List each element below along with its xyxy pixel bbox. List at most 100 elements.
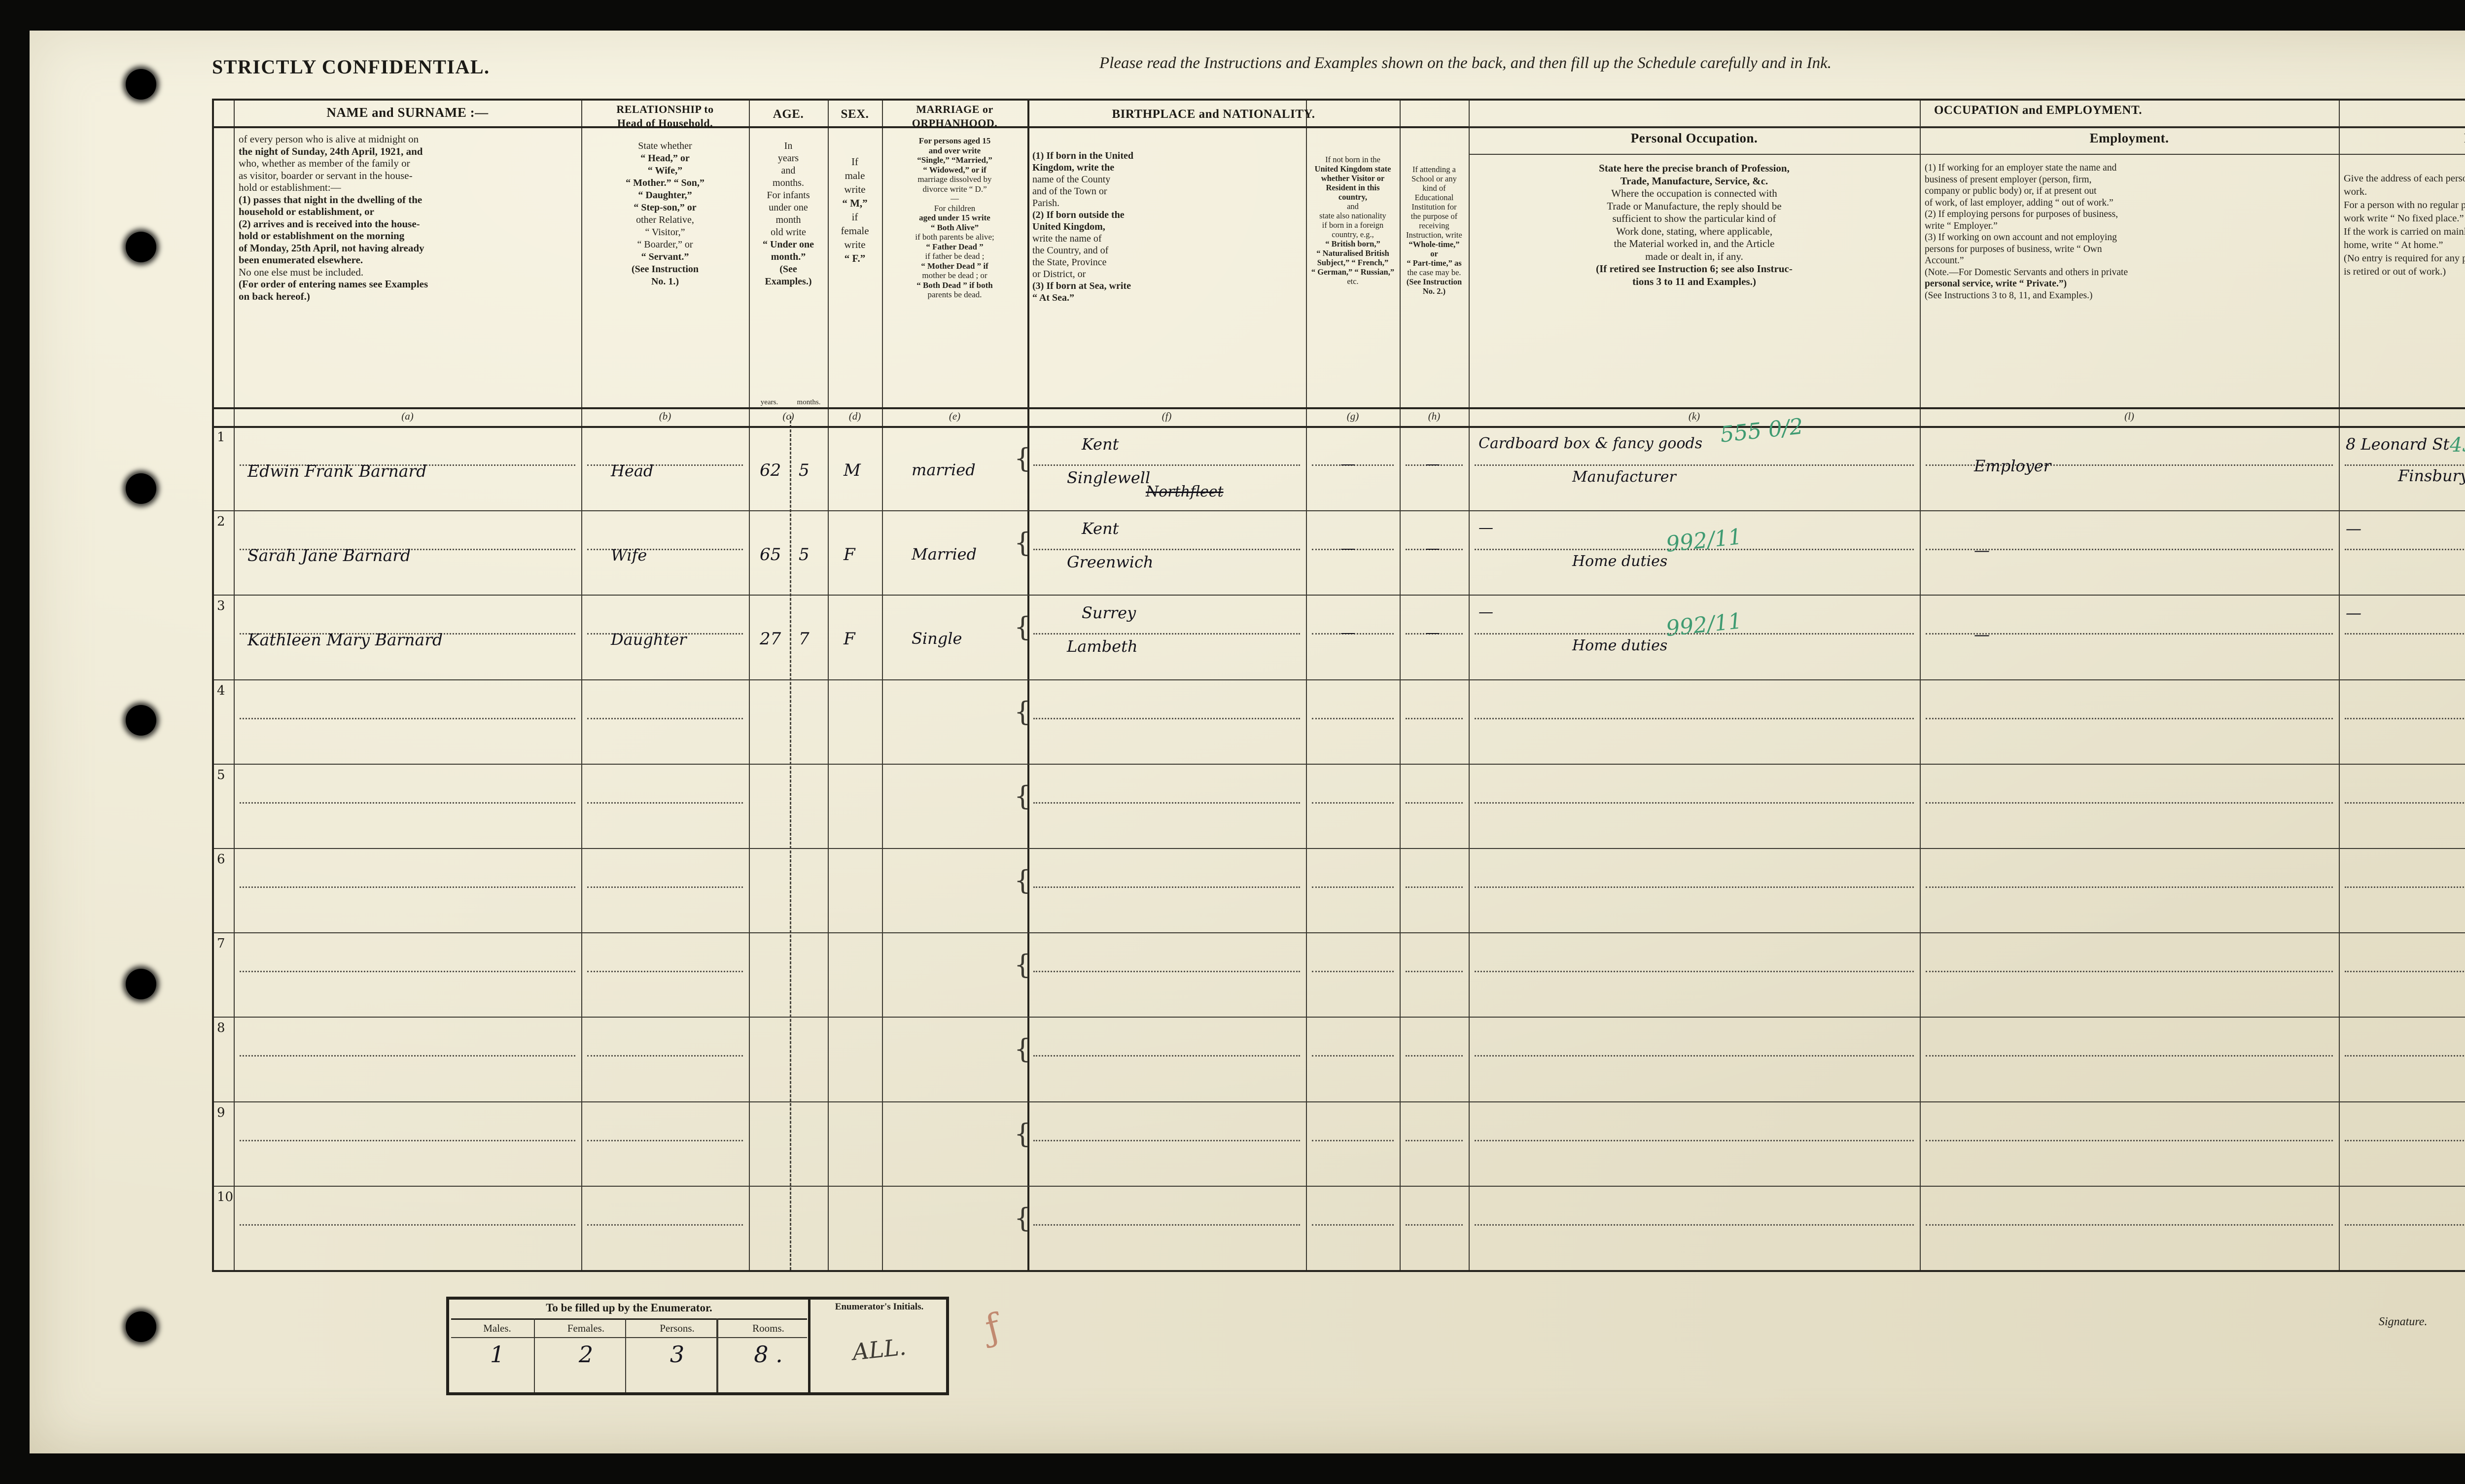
cell-guide-line — [1033, 1055, 1300, 1057]
confidential-heading: STRICTLY CONFIDENTIAL. — [212, 56, 490, 78]
col-title-occupation-group: OCCUPATION and EMPLOYMENT. — [1934, 104, 2143, 117]
cell-occupation-line1: Cardboard box & fancy goods — [1479, 435, 1703, 452]
cell-guide-line — [1312, 971, 1394, 973]
col-body-age: In years and months. For infants under one mon… — [762, 141, 814, 287]
cell-sex: F — [844, 629, 855, 649]
row-divider — [214, 679, 2465, 680]
column-letter-rule — [214, 426, 2465, 428]
cell-guide-line — [1926, 549, 2333, 551]
cell-guide-line — [1406, 633, 1463, 635]
cell-birthplace-town: Greenwich — [1067, 553, 1154, 572]
cell-sex: F — [844, 545, 855, 565]
cell-occupation-line1: — — [1479, 603, 1493, 621]
cell-guide-line — [240, 464, 575, 466]
col-title-age: AGE. — [773, 107, 804, 121]
cell-occupation-line2: Home duties — [1572, 553, 1668, 570]
cell-guide-line — [1406, 971, 1463, 973]
row-number: 5 — [217, 767, 225, 782]
age-months-label: months. — [797, 398, 821, 406]
col-title-sex: SEX. — [841, 107, 869, 121]
cell-guide-line — [1312, 633, 1394, 635]
row-divider — [214, 595, 2465, 596]
cell-guide-line — [2345, 1055, 2465, 1057]
cell-age-years: 65 — [760, 545, 781, 565]
cell-guide-line — [587, 1224, 743, 1226]
row-brace: { — [1014, 527, 1031, 559]
col-body-relationship: State whether “ Head,” or “ Wife,” “ Mother… — [626, 141, 704, 287]
cell-guide-line — [1926, 1139, 2333, 1141]
col-title-name: NAME and SURNAME :— — [326, 105, 489, 120]
signature-label: Signature. — [2379, 1315, 2428, 1328]
cell-guide-line — [1926, 633, 2333, 635]
col-body-place-of-work: Give the address of each person’s place … — [2344, 173, 2465, 277]
cell-nationality: — — [1340, 540, 1355, 558]
row-brace: { — [1014, 696, 1031, 727]
enumerator-col-header-3: Rooms. — [752, 1322, 784, 1334]
col-letter-d: (d) — [848, 410, 861, 422]
cell-school: — — [1425, 456, 1440, 473]
cell-guide-line — [2345, 971, 2465, 973]
cell-occupation-line1: — — [1479, 519, 1493, 537]
cell-age-years: 27 — [760, 629, 781, 649]
cell-guide-line — [587, 717, 743, 719]
row-brace: { — [1014, 949, 1031, 981]
enumerator-summary-box: To be filled up by the Enumerator. Enume… — [446, 1297, 949, 1395]
row-number: 10 — [217, 1189, 234, 1204]
row-number: 3 — [217, 599, 225, 614]
cell-employment: — — [1974, 625, 1990, 644]
row-brace: { — [1014, 865, 1031, 896]
column-divider — [1920, 101, 1921, 1270]
cell-guide-line — [1312, 802, 1394, 804]
cell-guide-line — [1475, 1224, 1914, 1226]
cell-relationship: Head — [611, 461, 654, 480]
age-years-label: years. — [760, 398, 778, 406]
cell-age-months: 7 — [799, 629, 810, 649]
row-number: 4 — [217, 683, 225, 698]
cell-guide-line — [1926, 464, 2333, 466]
cell-guide-line — [1475, 971, 1914, 973]
cell-guide-line — [1033, 717, 1300, 719]
col-title-personal-occupation: Personal Occupation. — [1630, 131, 1758, 145]
cell-age-months: 5 — [799, 545, 810, 565]
cell-school: — — [1425, 540, 1440, 558]
column-divider — [234, 101, 235, 1270]
cell-guide-line — [587, 1139, 743, 1141]
cell-age-years: 62 — [760, 460, 781, 480]
cell-guide-line — [2345, 802, 2465, 804]
cell-guide-line — [1033, 1224, 1300, 1226]
cell-guide-line — [1033, 802, 1300, 804]
row-divider — [214, 848, 2465, 849]
cell-guide-line — [2345, 1224, 2465, 1226]
enumerator-col-header-2: Persons. — [660, 1322, 695, 1334]
cell-guide-line — [587, 1055, 743, 1057]
col-body-marriage: For persons aged 15 and over write “Single… — [915, 136, 994, 299]
cell-guide-line — [1406, 886, 1463, 888]
punch-hole — [126, 473, 156, 504]
cell-guide-line — [587, 464, 743, 466]
cell-name: Sarah Jane Barnard — [247, 546, 411, 565]
cell-birthplace-town: Lambeth — [1067, 637, 1138, 656]
cell-guide-line — [240, 717, 575, 719]
declaration-text: I declare that this Schedule is correctl… — [2283, 1286, 2465, 1301]
row-number: 1 — [217, 430, 225, 445]
cell-guide-line — [2345, 464, 2465, 466]
col-title-place-of-work: Place of Work. — [2339, 131, 2465, 145]
row-number: 2 — [217, 514, 225, 530]
enumerator-initials: ALL. — [851, 1333, 908, 1366]
column-divider — [1469, 101, 1470, 1270]
col-letter-a: (a) — [401, 410, 414, 422]
row-divider — [214, 932, 2465, 934]
cell-guide-line — [1926, 1224, 2333, 1226]
col-title-marriage: MARRIAGE or ORPHANHOOD. — [912, 103, 998, 129]
cell-guide-line — [1033, 549, 1300, 551]
cell-guide-line — [1406, 717, 1463, 719]
row-divider — [214, 1101, 2465, 1102]
paper-background — [30, 31, 2465, 1453]
column-divider — [581, 101, 582, 1270]
cell-marriage: Single — [912, 629, 962, 648]
col-title-employment: Employment. — [2089, 131, 2169, 145]
cell-guide-line — [1312, 1139, 1394, 1141]
header-body-rule — [214, 407, 2465, 409]
row-brace: { — [1014, 611, 1031, 643]
column-divider — [749, 101, 750, 1270]
